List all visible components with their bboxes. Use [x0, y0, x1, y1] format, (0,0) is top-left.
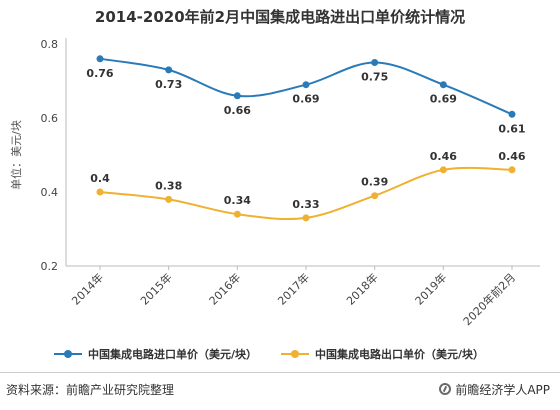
series-line-export: [99, 166, 513, 221]
brand-name: 前瞻经济学人APP: [455, 382, 550, 397]
x-tick-label: 2014年: [69, 270, 106, 307]
data-label-import: 0.69: [430, 93, 457, 106]
x-tick-label: 2020年前2月: [460, 270, 518, 328]
legend-swatch-import: [54, 348, 82, 360]
footer-divider: [0, 372, 560, 373]
footer: 资料来源：前瞻产业研究院整理 前瞻经济学人APP: [6, 378, 550, 400]
data-label-export: 0.39: [361, 176, 388, 189]
data-point-import: [96, 55, 104, 63]
y-tick-label: 0.4: [41, 186, 59, 199]
data-label-export: 0.34: [224, 194, 251, 207]
data-point-export: [233, 210, 241, 218]
data-label-import: 0.73: [155, 78, 182, 91]
qianzhan-logo-icon: [439, 383, 452, 395]
source-text: 资料来源：前瞻产业研究院整理: [6, 382, 175, 397]
chart-legend: 中国集成电路进口单价（美元/块） 中国集成电路出口单价（美元/块）: [54, 342, 514, 366]
legend-marker-export: [291, 350, 300, 358]
data-point-export: [439, 166, 447, 174]
legend-item-export: 中国集成电路出口单价（美元/块）: [281, 346, 484, 362]
data-label-import: 0.61: [498, 122, 525, 135]
legend-label-export: 中国集成电路出口单价（美元/块）: [315, 348, 485, 361]
x-tick-label: 2018年: [343, 270, 380, 307]
data-label-export: 0.38: [155, 179, 182, 192]
data-label-import: 0.76: [86, 67, 113, 80]
data-label-export: 0.4: [90, 172, 110, 185]
data-label-import: 0.75: [361, 71, 388, 84]
legend-swatch-export: [281, 348, 310, 360]
legend-marker-import: [64, 350, 72, 358]
x-tick-label: 2015年: [137, 270, 174, 307]
data-point-export: [371, 192, 379, 200]
data-point-import: [233, 92, 241, 100]
data-label-export: 0.46: [498, 150, 525, 163]
data-point-export: [96, 188, 104, 196]
chart-data-labels: 0.76 0.73 0.66 0.69 0.75 0.69 0.61 0.4 0.38 0.34 0…: [86, 67, 525, 211]
chart-axes: 0.2 0.4 0.6 0.8 单位：美元/块 2014年 2015年 2016年 2017年 2…: [9, 38, 540, 328]
x-tick-label: 2016年: [206, 270, 243, 307]
chart-title: 2014-2020年前2月中国集成电路进出口单价统计情况: [94, 8, 466, 26]
y-axis-label: 单位：美元/块: [9, 120, 23, 190]
data-point-export: [302, 214, 310, 222]
x-tick-label: 2017年: [275, 270, 312, 307]
data-point-export: [508, 166, 516, 174]
data-point-export: [165, 195, 173, 203]
y-tick-label: 0.2: [41, 260, 59, 273]
legend-label-import: 中国集成电路进口单价（美元/块）: [88, 348, 258, 361]
y-tick-label: 0.6: [41, 112, 59, 125]
data-point-import: [439, 81, 447, 89]
chart-points: [96, 55, 516, 222]
data-label-export: 0.33: [292, 198, 319, 211]
data-label-export: 0.46: [430, 150, 457, 163]
data-point-import: [371, 59, 379, 66]
data-point-import: [165, 66, 173, 74]
data-label-import: 0.69: [292, 93, 319, 106]
x-tick-label: 2019年: [412, 270, 449, 307]
y-tick-label: 0.8: [41, 38, 59, 51]
data-label-import: 0.66: [224, 104, 251, 117]
data-point-import: [302, 81, 310, 89]
legend-item-import: 中国集成电路进口单价（美元/块）: [54, 346, 257, 362]
brand: 前瞻经济学人APP: [439, 381, 550, 398]
data-point-import: [508, 110, 516, 118]
